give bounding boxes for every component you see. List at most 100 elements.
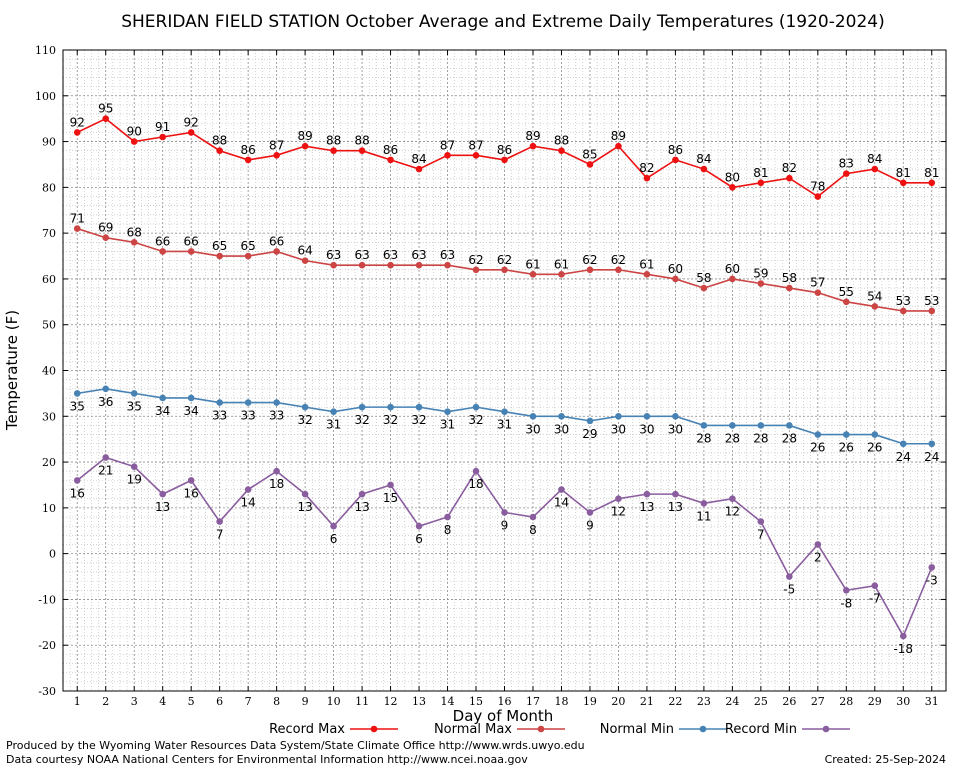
data-point-record-max [786,174,793,182]
data-label-record-max: 89 [297,129,312,143]
data-label-normal-max: 60 [725,262,740,276]
data-label-record-max: 88 [354,134,369,148]
data-label-record-min: -8 [840,596,852,610]
data-label-normal-min: 32 [468,413,483,427]
data-point-record-min [700,499,708,507]
data-label-record-max: 91 [155,120,170,134]
data-point-normal-min [102,385,110,393]
data-point-normal-min [73,390,81,397]
data-label-normal-min: 26 [867,441,882,455]
data-label-record-max: 81 [896,166,911,180]
data-label-normal-min: 28 [725,431,740,445]
data-point-record-max [159,133,166,141]
data-label-normal-max: 53 [896,294,911,308]
data-point-normal-max [273,248,280,255]
data-point-normal-min [301,403,309,411]
data-label-record-min: -7 [869,592,881,606]
data-label-normal-max: 63 [440,248,455,262]
data-point-normal-min [273,399,280,406]
data-point-record-max [130,138,138,145]
data-point-record-min [444,513,451,521]
data-point-record-min [159,490,166,498]
data-label-normal-max: 65 [241,239,256,253]
data-point-record-min [187,477,195,484]
data-label-record-min: 14 [554,496,569,510]
data-label-record-max: 82 [639,161,654,175]
data-label-record-max: 78 [810,180,825,194]
legend-marker-record-max [370,725,378,733]
data-point-record-max [216,147,223,155]
x-tick-label: 7 [245,695,252,708]
y-tick-label: 60 [42,273,56,286]
data-point-normal-min [871,431,879,438]
data-label-normal-min: 29 [582,427,597,441]
footer-produced-by: Produced by the Wyoming Water Resources … [6,739,585,752]
data-point-normal-min [330,408,337,416]
data-point-normal-min [216,399,223,406]
data-label-record-max: 87 [269,138,284,152]
y-tick-label: 10 [42,502,56,515]
y-tick-label: 100 [35,90,56,103]
data-point-record-min [501,509,508,516]
x-tick-label: 15 [469,695,483,708]
x-tick-label: 16 [498,695,512,708]
data-label-normal-max: 66 [184,234,199,248]
data-label-record-max: 92 [184,115,199,129]
data-point-record-max [643,174,651,182]
data-point-record-max [899,179,907,187]
data-label-record-min: 13 [668,500,683,514]
data-label-normal-min: 31 [326,418,341,432]
data-point-normal-min [843,431,850,438]
x-tick-label: 21 [640,695,654,708]
data-point-normal-max [187,248,195,255]
data-label-record-max: 95 [98,102,113,116]
series-record-min: 16 21 19 13 16 7 14 18 13 6 13 15 6 8 18 9 8 14 9 12 13 13 11 1… [70,454,938,656]
data-label-record-max: 88 [554,134,569,148]
series-normal-min: 35 36 35 34 34 33 33 33 32 31 32 32 32 31 32 31 30 30 29 30… [70,385,939,464]
data-point-normal-min [472,403,480,411]
data-point-record-min [615,495,622,503]
data-point-normal-min [501,408,508,416]
data-point-normal-max [928,307,936,315]
data-label-normal-min: 34 [155,404,170,418]
data-label-record-min: 8 [444,523,452,537]
y-tick-label: 20 [42,456,56,469]
data-point-record-min [843,586,850,594]
grid [62,49,947,692]
data-label-record-min: 13 [297,500,312,514]
data-point-record-min [786,573,793,580]
data-label-normal-max: 61 [525,257,540,271]
data-label-normal-max: 54 [867,289,882,303]
data-point-normal-max [672,275,679,283]
data-label-normal-min: 24 [896,450,911,464]
data-point-record-max [273,152,280,159]
data-label-normal-min: 31 [440,418,455,432]
data-label-normal-max: 66 [155,234,170,248]
data-label-normal-min: 32 [354,413,369,427]
data-label-record-min: -3 [926,573,938,587]
data-point-record-max [928,179,936,187]
data-label-normal-min: 28 [782,431,797,445]
data-label-normal-max: 63 [354,248,369,262]
data-point-normal-max [529,271,537,278]
data-point-normal-min [586,417,594,425]
data-label-normal-min: 33 [269,409,284,423]
data-point-normal-min [444,408,451,416]
data-label-normal-min: 34 [184,404,199,418]
data-label-record-min: 7 [216,528,224,542]
data-label-record-min: 13 [639,500,654,514]
data-point-record-min [586,509,594,516]
data-label-normal-min: 32 [297,413,312,427]
data-point-normal-min [130,390,138,397]
x-tick-label: 8 [273,695,280,708]
x-tick-label: 24 [725,695,739,708]
data-label-normal-max: 57 [810,276,825,290]
data-point-record-max [586,161,594,168]
data-label-normal-max: 68 [127,225,142,239]
data-label-normal-min: 36 [98,395,113,409]
data-label-record-max: 86 [497,143,512,157]
data-point-record-max [700,165,708,173]
data-point-record-max [102,115,110,122]
data-point-record-min [130,463,138,470]
